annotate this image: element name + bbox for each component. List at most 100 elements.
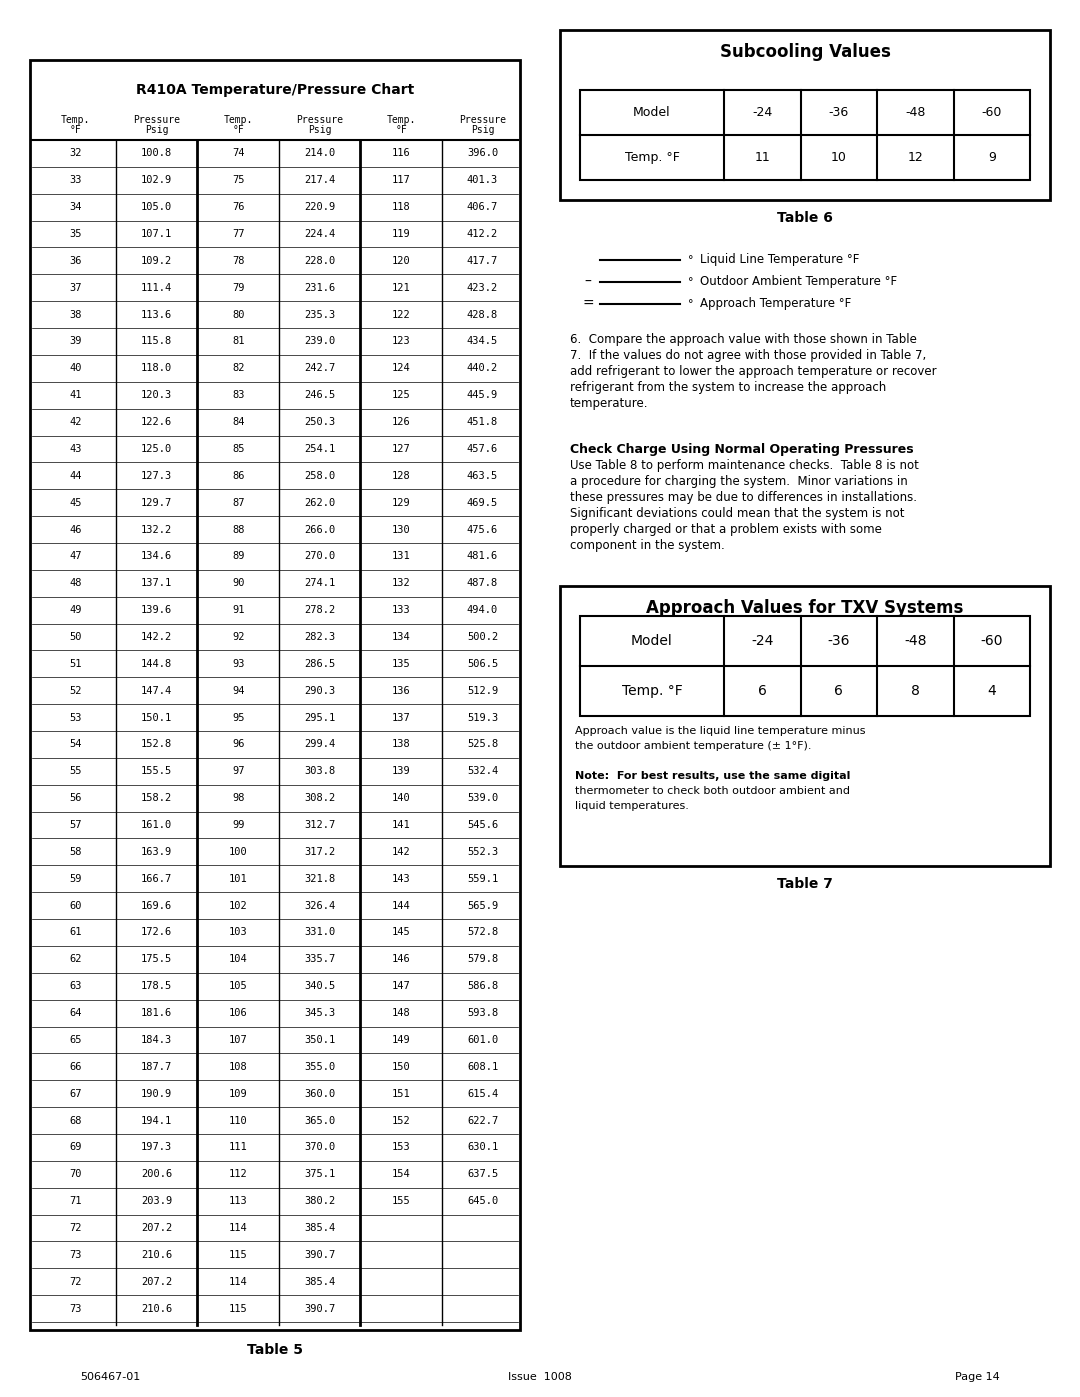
Text: 11: 11 (754, 151, 770, 163)
Text: 375.1: 375.1 (303, 1169, 335, 1179)
Text: 40: 40 (69, 363, 82, 373)
Text: 36: 36 (69, 256, 82, 265)
Text: 39: 39 (69, 337, 82, 346)
Text: 105: 105 (229, 981, 248, 992)
Text: 622.7: 622.7 (467, 1116, 498, 1126)
Text: 56: 56 (69, 793, 82, 803)
Text: Check Charge Using Normal Operating Pressures: Check Charge Using Normal Operating Pres… (570, 443, 914, 457)
Text: Approach value is the liquid line temperature minus: Approach value is the liquid line temper… (575, 726, 865, 736)
Text: 128: 128 (392, 471, 410, 481)
Text: 135: 135 (392, 659, 410, 669)
Text: 66: 66 (69, 1062, 82, 1071)
Text: 303.8: 303.8 (303, 767, 335, 777)
Text: 124: 124 (392, 363, 410, 373)
Text: Temp.: Temp. (387, 115, 416, 124)
Text: =: = (582, 298, 594, 312)
Text: 152: 152 (392, 1116, 410, 1126)
Text: 115: 115 (229, 1250, 248, 1260)
Text: 97: 97 (232, 767, 245, 777)
Text: 390.7: 390.7 (303, 1250, 335, 1260)
Text: 506467-01: 506467-01 (80, 1372, 140, 1382)
Text: 406.7: 406.7 (467, 203, 498, 212)
Text: 210.6: 210.6 (140, 1303, 172, 1313)
Text: 51: 51 (69, 659, 82, 669)
Text: 545.6: 545.6 (467, 820, 498, 830)
Text: 71: 71 (69, 1196, 82, 1206)
Text: 290.3: 290.3 (303, 686, 335, 696)
Text: 154: 154 (392, 1169, 410, 1179)
Text: 76: 76 (232, 203, 245, 212)
Text: 53: 53 (69, 712, 82, 722)
Text: 139: 139 (392, 767, 410, 777)
Text: 33: 33 (69, 175, 82, 186)
Text: 60: 60 (69, 901, 82, 911)
Text: 90: 90 (232, 578, 245, 588)
Text: Approach Values for TXV Systems: Approach Values for TXV Systems (646, 599, 963, 617)
Text: 96: 96 (232, 739, 245, 749)
Text: °F: °F (395, 124, 407, 136)
Text: 295.1: 295.1 (303, 712, 335, 722)
Text: 102: 102 (229, 901, 248, 911)
Text: 150.1: 150.1 (140, 712, 172, 722)
Text: 129: 129 (392, 497, 410, 507)
Text: 645.0: 645.0 (467, 1196, 498, 1206)
Text: 98: 98 (232, 793, 245, 803)
Text: 440.2: 440.2 (467, 363, 498, 373)
Text: °: ° (688, 299, 693, 309)
Text: 286.5: 286.5 (303, 659, 335, 669)
Bar (580, 89, 1030, 180)
Text: 100: 100 (229, 847, 248, 856)
Text: 184.3: 184.3 (140, 1035, 172, 1045)
Text: 38: 38 (69, 310, 82, 320)
Text: 109: 109 (229, 1088, 248, 1098)
Text: a procedure for charging the system.  Minor variations in: a procedure for charging the system. Min… (570, 475, 908, 489)
Text: 200.6: 200.6 (140, 1169, 172, 1179)
Text: 114: 114 (229, 1277, 248, 1287)
Text: 139.6: 139.6 (140, 605, 172, 615)
Text: 127.3: 127.3 (140, 471, 172, 481)
Text: 250.3: 250.3 (303, 418, 335, 427)
Text: Subcooling Values: Subcooling Values (719, 43, 890, 61)
Text: 149: 149 (392, 1035, 410, 1045)
Text: 41: 41 (69, 390, 82, 400)
Text: 144.8: 144.8 (140, 659, 172, 669)
Text: Page 14: Page 14 (955, 1372, 1000, 1382)
Text: 68: 68 (69, 1116, 82, 1126)
Text: 475.6: 475.6 (467, 524, 498, 535)
Text: 130: 130 (392, 524, 410, 535)
Text: 117: 117 (392, 175, 410, 186)
Text: Psig: Psig (308, 124, 332, 136)
Text: 126: 126 (392, 418, 410, 427)
Text: 140: 140 (392, 793, 410, 803)
Text: 95: 95 (232, 712, 245, 722)
Text: 7.  If the values do not agree with those provided in Table 7,: 7. If the values do not agree with those… (570, 349, 927, 362)
Text: 70: 70 (69, 1169, 82, 1179)
Text: Approach Temperature °F: Approach Temperature °F (700, 298, 851, 310)
Text: Psig: Psig (145, 124, 168, 136)
Text: 147: 147 (392, 981, 410, 992)
Text: 87: 87 (232, 497, 245, 507)
Text: 93: 93 (232, 659, 245, 669)
Text: 579.8: 579.8 (467, 954, 498, 964)
Text: 108: 108 (229, 1062, 248, 1071)
Text: 109.2: 109.2 (140, 256, 172, 265)
Text: 423.2: 423.2 (467, 282, 498, 293)
Text: -48: -48 (905, 106, 926, 119)
Text: 220.9: 220.9 (303, 203, 335, 212)
Text: 231.6: 231.6 (303, 282, 335, 293)
Text: 134.6: 134.6 (140, 552, 172, 562)
Text: 360.0: 360.0 (303, 1088, 335, 1098)
Text: 152.8: 152.8 (140, 739, 172, 749)
Text: liquid temperatures.: liquid temperatures. (575, 800, 689, 812)
Text: 350.1: 350.1 (303, 1035, 335, 1045)
Text: temperature.: temperature. (570, 398, 648, 411)
Text: 138: 138 (392, 739, 410, 749)
Text: 254.1: 254.1 (303, 444, 335, 454)
Text: 80: 80 (232, 310, 245, 320)
Text: 308.2: 308.2 (303, 793, 335, 803)
Text: 158.2: 158.2 (140, 793, 172, 803)
Bar (30, 60, 519, 1330)
Text: Note:  For best results, use the same digital: Note: For best results, use the same dig… (575, 771, 850, 781)
Text: 385.4: 385.4 (303, 1222, 335, 1234)
Text: 282.3: 282.3 (303, 631, 335, 643)
